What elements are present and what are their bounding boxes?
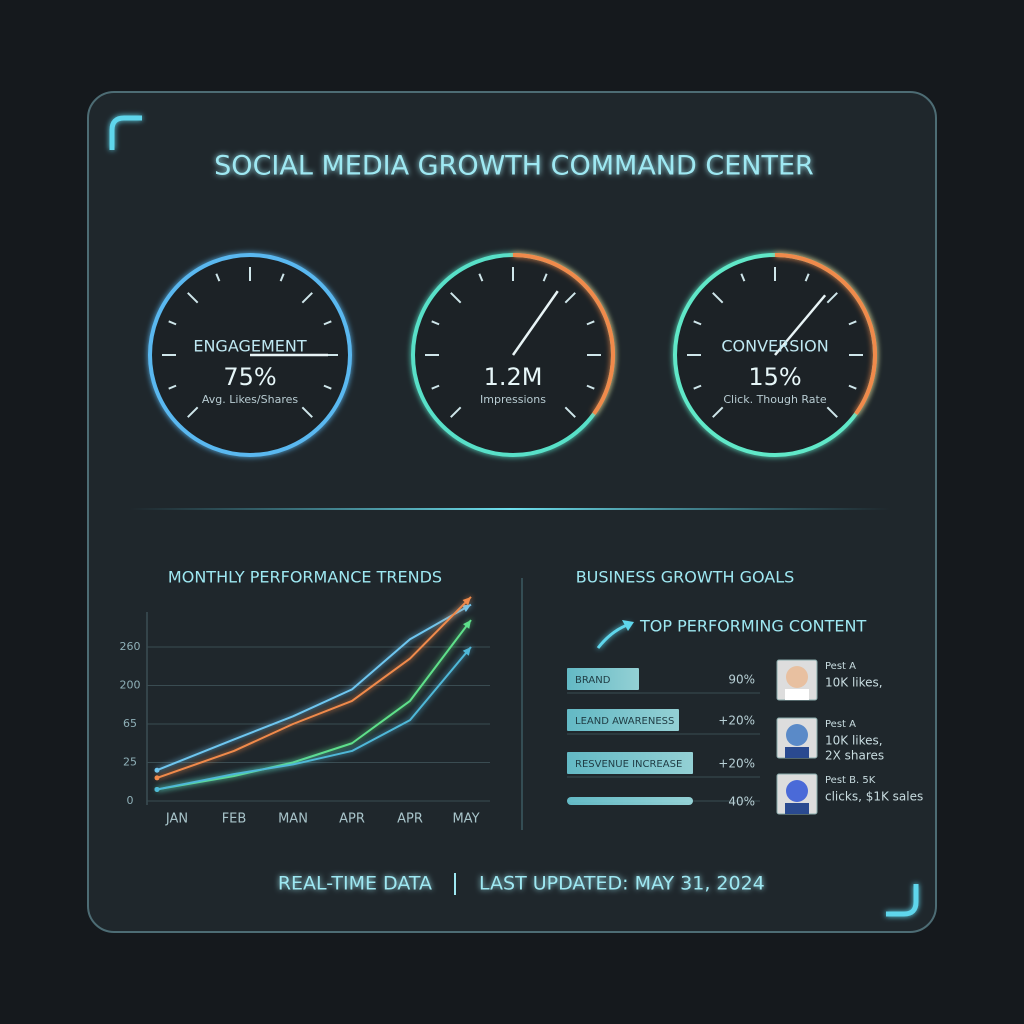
- y-tick-label: 200: [120, 679, 141, 692]
- gauge-tick: [848, 384, 857, 390]
- arrow-head: [462, 647, 471, 656]
- goal-value: 90%: [728, 673, 755, 687]
- avatar-face: [786, 724, 808, 746]
- gauge-tick: [215, 273, 221, 282]
- gauge-tick: [712, 292, 724, 304]
- arrow-head: [462, 620, 471, 629]
- trend-line: [156, 619, 472, 791]
- goal-bar: [567, 752, 693, 774]
- gauge-tick: [740, 273, 746, 282]
- avatar-face: [786, 780, 808, 802]
- post-name: Pest A: [825, 661, 856, 672]
- goal-value: +20%: [718, 714, 755, 728]
- gauge-caption: Avg. Likes/Shares: [202, 393, 298, 406]
- avatar-body: [785, 803, 809, 814]
- gauge-tick: [564, 406, 576, 418]
- gauge-tick: [693, 384, 702, 390]
- goal-label: RESVENUE INCREASE: [575, 759, 682, 770]
- start-dot: [154, 775, 160, 781]
- trend-line: [156, 596, 472, 779]
- avatar-body: [785, 747, 809, 758]
- y-tick-label: 25: [123, 756, 137, 769]
- x-tick-label: MAN: [278, 812, 308, 827]
- gauge-tick: [478, 273, 484, 282]
- footer-right: LAST UPDATED: MAY 31, 2024: [479, 873, 765, 895]
- section-subtitle: TOP PERFORMING CONTENT: [639, 617, 866, 636]
- gauge-tick: [586, 384, 595, 390]
- x-tick-label: APR: [339, 812, 365, 827]
- goal-label: BRAND: [575, 675, 611, 686]
- gauge-caption: Impressions: [480, 393, 546, 406]
- gauge-tick: [826, 292, 838, 304]
- goal-bar: [567, 668, 639, 690]
- gauge-tick: [804, 273, 810, 282]
- post-name: Pest A: [825, 719, 856, 730]
- gauge-arc: [512, 253, 615, 416]
- gauge-tick: [187, 406, 199, 418]
- gauge-tick: [564, 292, 576, 304]
- corner: [886, 884, 919, 917]
- post-stat: 2X shares: [825, 749, 884, 763]
- y-tick-label: 260: [120, 640, 141, 653]
- chart-title: MONTHLY PERFORMANCE TRENDS: [168, 568, 442, 587]
- gauge-arc: [774, 253, 877, 416]
- start-dot: [154, 786, 160, 792]
- gauge-tick: [712, 406, 724, 418]
- gauge-tick: [431, 384, 440, 390]
- gauge-caption: Click. Though Rate: [723, 393, 827, 406]
- gauge-tick: [431, 320, 440, 326]
- gauge-tick: [323, 320, 332, 326]
- divider: [130, 508, 890, 510]
- trend-line: [156, 646, 472, 791]
- gauge-tick: [168, 384, 177, 390]
- y-tick-label: 65: [123, 717, 137, 730]
- gauge-label: CONVERSION: [721, 337, 828, 356]
- x-tick-label: MAY: [452, 812, 479, 827]
- gauge-tick: [168, 320, 177, 326]
- title: SOCIAL MEDIA GROWTH COMMAND CENTER: [214, 151, 814, 182]
- goal-value: 40%: [728, 795, 755, 809]
- gauge-tick: [450, 292, 462, 304]
- section-title: BUSINESS GROWTH GOALS: [576, 568, 795, 587]
- goal-value: +20%: [718, 757, 755, 771]
- x-tick-label: FEB: [222, 812, 247, 827]
- avatar-face: [786, 666, 808, 688]
- gauge-tick: [187, 292, 199, 304]
- post-stat: 10K likes,: [825, 676, 883, 690]
- goal-bar: [567, 709, 679, 731]
- goal-label: LEAND AWARENESS: [575, 716, 674, 727]
- post-stat: 10K likes,: [825, 734, 883, 748]
- gauge-tick: [279, 273, 285, 282]
- gauge-tick: [301, 292, 313, 304]
- arrow-head: [462, 604, 471, 613]
- trend-line: [156, 603, 472, 772]
- arrow-head: [462, 596, 471, 606]
- y-tick-label: 0: [127, 794, 134, 807]
- gauge-value: 1.2M: [484, 363, 543, 391]
- goal-bar: [567, 797, 693, 805]
- x-tick-label: JAN: [165, 812, 188, 827]
- gauge-value: 15%: [748, 363, 801, 391]
- gauge-tick: [586, 320, 595, 326]
- gauge-label: ENGAGEMENT: [193, 337, 307, 356]
- gauge-value: 75%: [223, 363, 276, 391]
- post-stat: clicks, $1K sales: [825, 790, 923, 804]
- x-tick-label: APR: [397, 812, 423, 827]
- gauge-tick: [323, 384, 332, 390]
- post-name: Pest B. 5K: [825, 775, 876, 786]
- gauge-tick: [450, 406, 462, 418]
- gauge-needle: [511, 290, 559, 356]
- footer-left: REAL-TIME DATA: [278, 873, 432, 895]
- avatar-body: [785, 689, 809, 700]
- gauge-tick: [826, 406, 838, 418]
- gauge-tick: [301, 406, 313, 418]
- gauge-needle: [774, 294, 827, 356]
- gauge-tick: [542, 273, 548, 282]
- corner: [109, 115, 142, 150]
- gauge-tick: [848, 320, 857, 326]
- start-dot: [154, 767, 160, 773]
- trend-arrow-head: [622, 620, 634, 631]
- gauge-tick: [693, 320, 702, 326]
